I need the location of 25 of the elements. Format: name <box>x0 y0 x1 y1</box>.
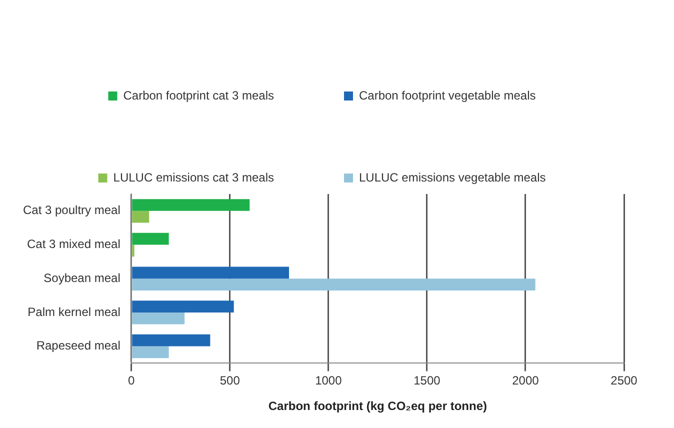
legend-label: LULUC emissions vegetable meals <box>358 170 546 184</box>
bar <box>132 278 536 290</box>
x-tick-label: 1000 <box>315 374 342 388</box>
bar <box>132 232 169 245</box>
bar <box>132 312 185 324</box>
x-tick-label: 500 <box>220 374 240 388</box>
x-tick-label: 2500 <box>610 374 638 388</box>
bar <box>132 300 234 312</box>
y-tick-label: Soybean meal <box>44 270 120 285</box>
legend-label: Carbon footprint cat 3 meals <box>123 88 274 102</box>
bar <box>132 266 290 279</box>
bar <box>132 346 169 358</box>
x-tick-label: 1500 <box>414 374 441 388</box>
x-axis-title: Carbon footprint (kg CO₂eq per tonne) <box>268 399 488 414</box>
x-tick-label: 0 <box>128 374 136 388</box>
y-tick-label: Palm kernel meal <box>28 304 120 319</box>
bar <box>132 199 250 211</box>
x-tick-label: 2000 <box>512 374 540 388</box>
legend-label: Carbon footprint vegetable meals <box>358 88 536 102</box>
bar <box>132 334 210 346</box>
y-tick-label: Rapeseed meal <box>36 338 120 353</box>
y-tick-label: Cat 3 poultry meal <box>22 203 120 218</box>
legend-label: LULUC emissions cat 3 meals <box>113 170 274 184</box>
y-tick-label: Cat 3 mixed meal <box>27 237 120 252</box>
bar <box>132 210 150 223</box>
